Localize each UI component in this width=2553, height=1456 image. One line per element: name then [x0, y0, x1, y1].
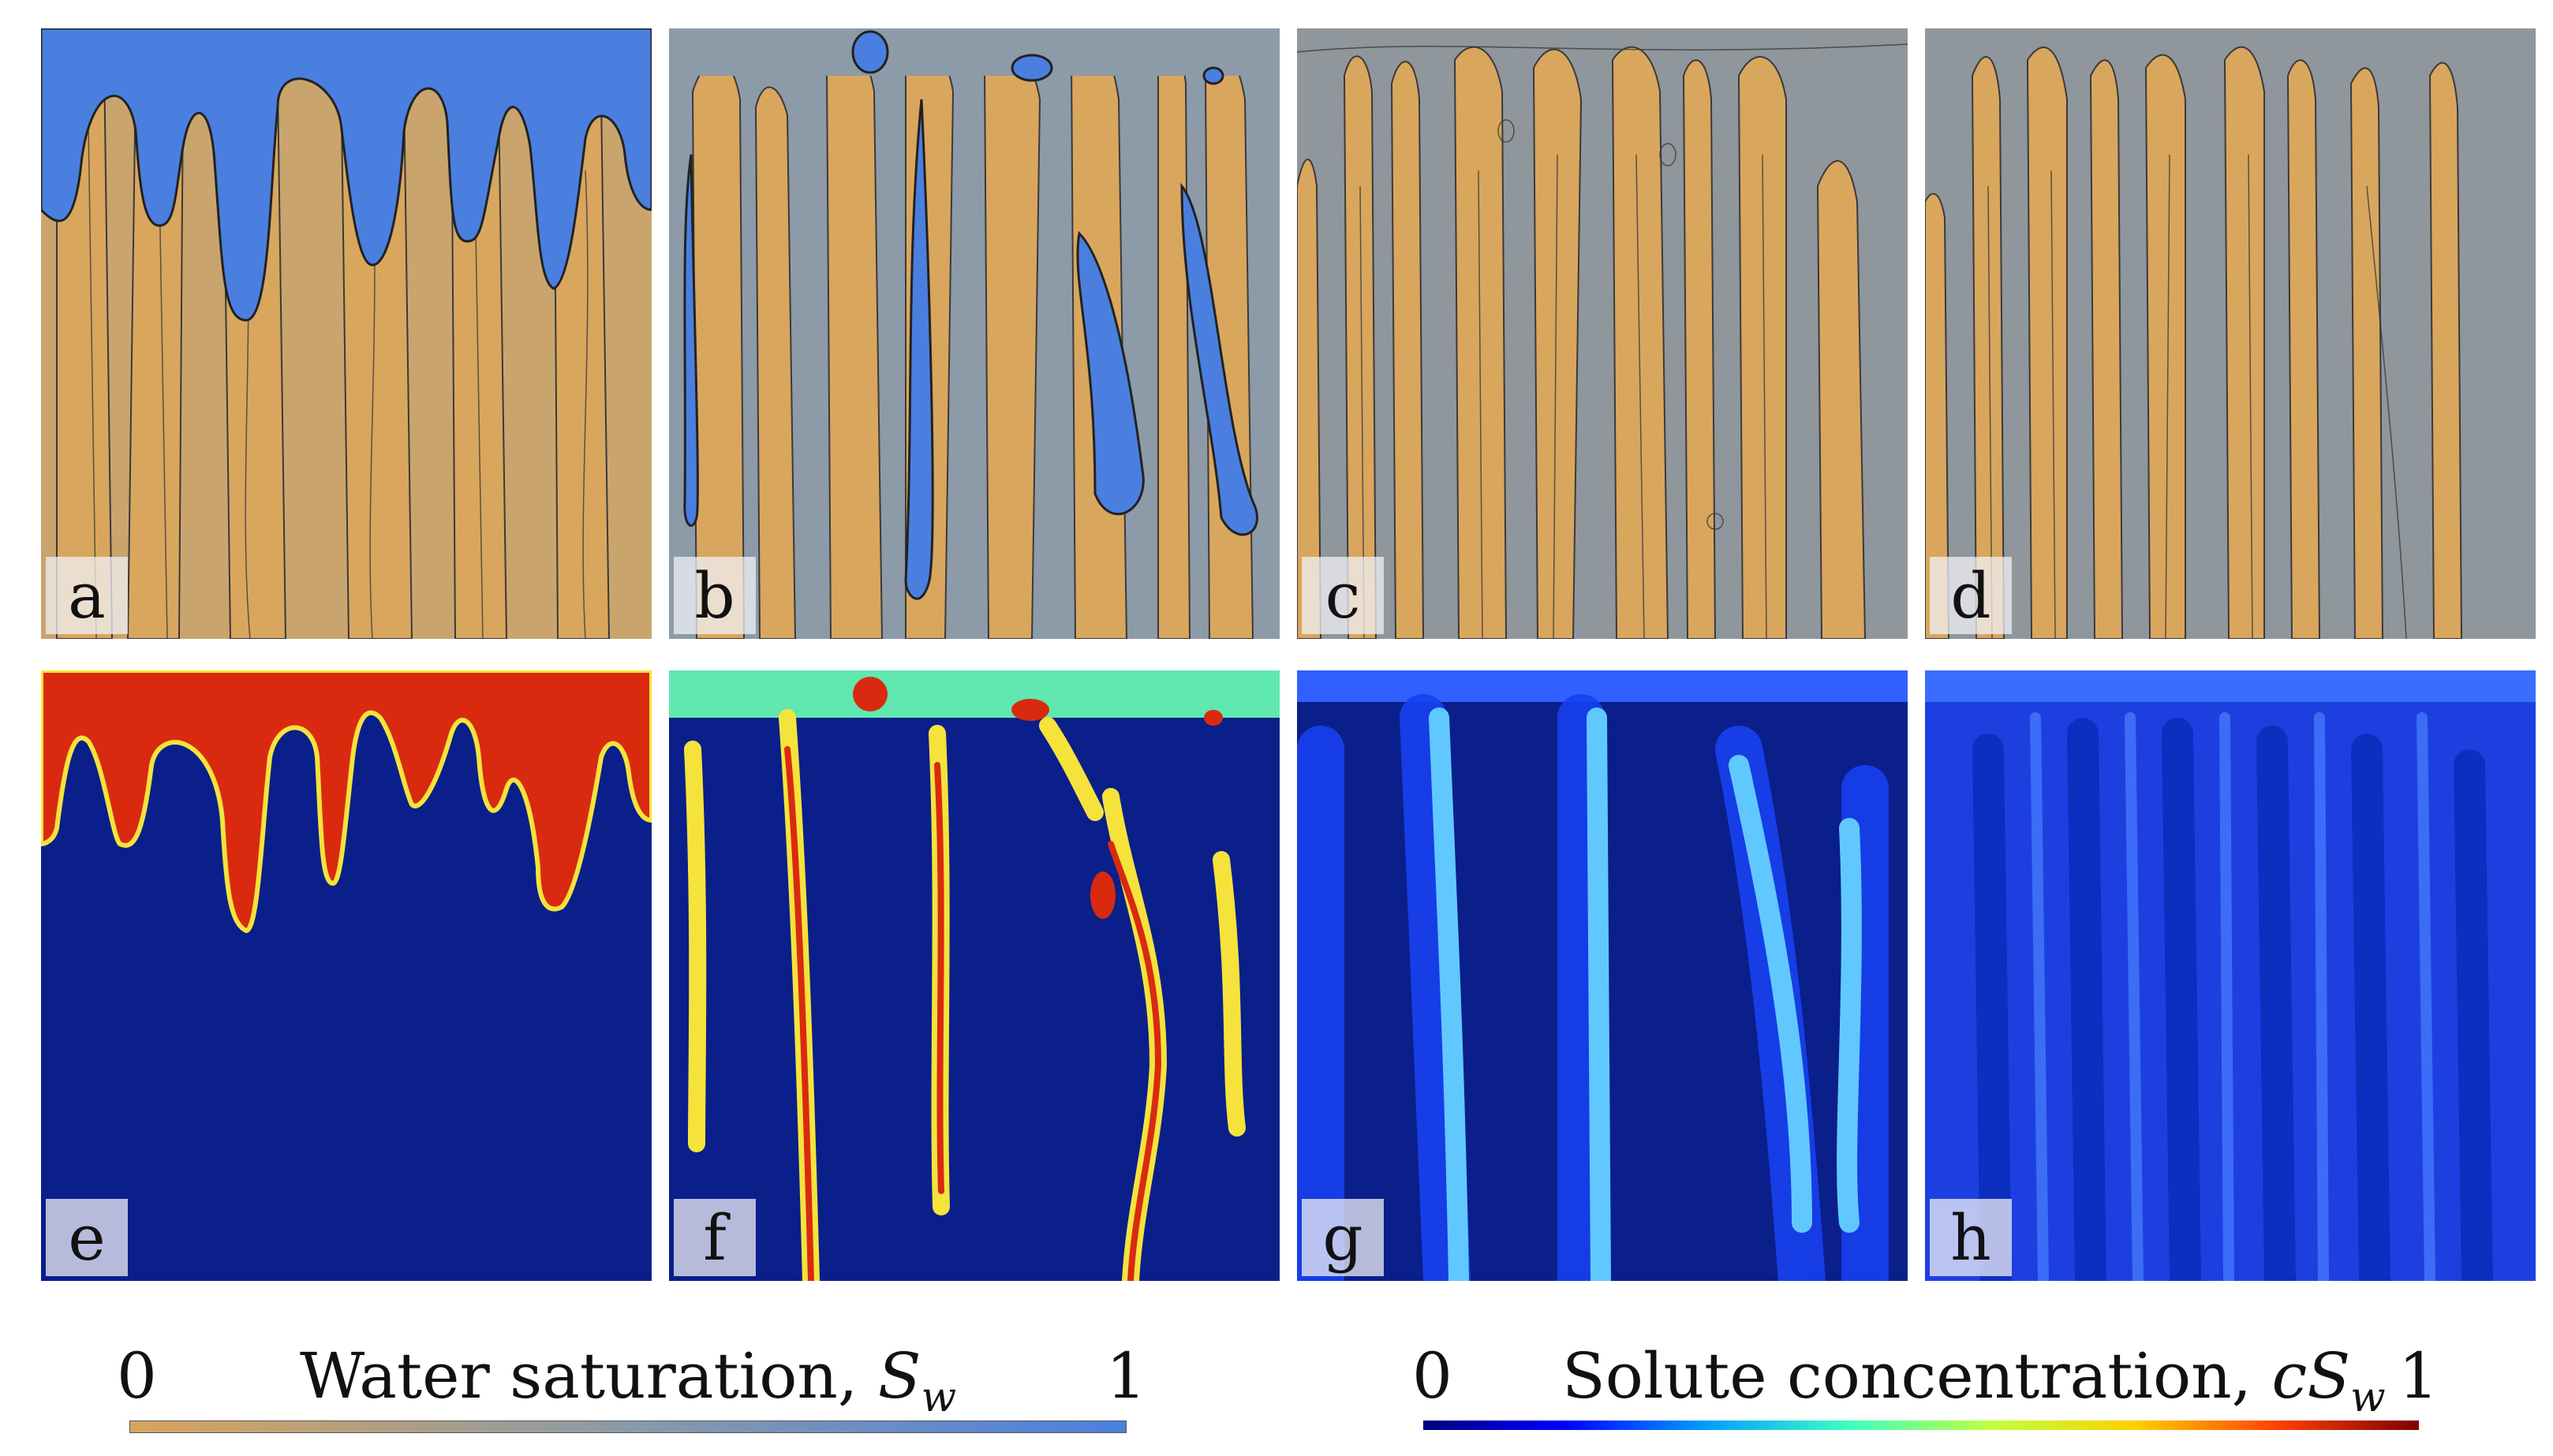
solute-concentration-colorbar: [1423, 1421, 2419, 1430]
concentration-plot-g: [1297, 670, 1908, 1281]
legend-solute-concentration: 0 Solute concentration, cSw 1: [1412, 1339, 2439, 1432]
colorbar-min-label: 0: [117, 1339, 157, 1413]
panel-h: h: [1925, 670, 2536, 1281]
colorbar-max-label: 1: [1106, 1339, 1146, 1413]
panel-label: e: [46, 1199, 128, 1276]
concentration-plot-e: [41, 670, 652, 1281]
panel-a: a: [41, 28, 652, 639]
panel-label: h: [1930, 1199, 2012, 1276]
panel-c: c: [1297, 28, 1908, 639]
colorbar-min-label: 0: [1412, 1339, 1452, 1413]
panel-b: b: [669, 28, 1280, 639]
panel-g: g: [1297, 670, 1908, 1281]
panel-label: a: [46, 557, 128, 634]
panel-label: f: [674, 1199, 756, 1276]
panel-label: b: [674, 557, 756, 634]
water-saturation-colorbar: [129, 1421, 1127, 1433]
panel-d: d: [1925, 28, 2536, 639]
panel-label: g: [1302, 1199, 1384, 1276]
saturation-plot-d: [1925, 28, 2536, 639]
panel-label: c: [1302, 557, 1384, 634]
colorbar-title: Water saturation, Sw: [300, 1339, 957, 1421]
saturation-plot-b: [669, 28, 1280, 639]
legend-water-saturation: 0 Water saturation, Sw 1: [110, 1339, 1146, 1433]
panel-f: f: [669, 670, 1280, 1281]
saturation-plot-a: [41, 28, 652, 639]
panel-label: d: [1930, 557, 2012, 634]
panel-e: e: [41, 670, 652, 1281]
colorbar-title: Solute concentration, cSw: [1562, 1339, 2386, 1421]
saturation-plot-c: [1297, 28, 1908, 639]
concentration-plot-f: [669, 670, 1280, 1281]
colorbar-max-label: 1: [2398, 1339, 2439, 1413]
concentration-plot-h: [1925, 670, 2536, 1281]
